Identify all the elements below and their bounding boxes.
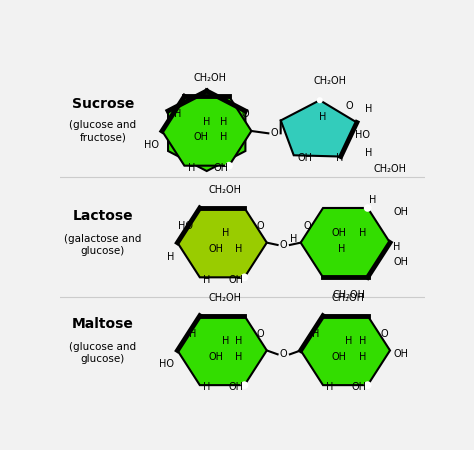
Polygon shape: [168, 91, 246, 171]
Text: H: H: [236, 336, 243, 346]
Text: H: H: [346, 336, 353, 346]
Text: H: H: [203, 117, 210, 127]
Polygon shape: [281, 100, 357, 157]
Polygon shape: [301, 316, 390, 385]
Text: O: O: [346, 101, 353, 111]
Text: O: O: [380, 328, 388, 338]
Text: H: H: [167, 252, 174, 261]
Text: O: O: [241, 109, 249, 119]
Text: O: O: [303, 220, 310, 231]
Text: Maltose: Maltose: [72, 316, 134, 330]
Text: CH₂OH: CH₂OH: [374, 165, 407, 175]
Circle shape: [225, 162, 233, 170]
Text: OH: OH: [393, 349, 408, 359]
Text: HO: HO: [159, 359, 174, 369]
Text: (glucose and
fructose): (glucose and fructose): [69, 120, 137, 142]
Circle shape: [241, 274, 248, 281]
Circle shape: [364, 381, 372, 389]
Text: H: H: [326, 382, 334, 392]
Text: H: H: [220, 117, 228, 127]
Text: OH: OH: [209, 351, 223, 362]
Text: CH₂OH: CH₂OH: [333, 290, 365, 301]
Text: H: H: [359, 336, 366, 346]
Text: H: H: [220, 132, 228, 142]
Text: H: H: [236, 244, 243, 254]
Text: HO: HO: [356, 130, 370, 140]
Text: OH: OH: [393, 207, 408, 217]
Text: H: H: [369, 195, 376, 205]
Text: H: H: [365, 104, 372, 114]
Polygon shape: [162, 96, 251, 166]
Text: OH: OH: [228, 382, 244, 392]
Text: O: O: [257, 220, 264, 231]
Text: H: H: [359, 229, 366, 238]
Text: OH: OH: [228, 274, 244, 284]
Text: OH: OH: [332, 229, 346, 238]
Text: H: H: [290, 234, 298, 244]
Text: H: H: [174, 109, 181, 119]
Text: OH: OH: [352, 382, 367, 392]
Text: (galactose and
glucose): (galactose and glucose): [64, 234, 141, 256]
Text: OH: OH: [297, 153, 312, 163]
Circle shape: [364, 204, 372, 212]
Text: H: H: [188, 163, 195, 173]
Text: HO: HO: [144, 140, 159, 150]
Text: OH: OH: [332, 351, 346, 362]
Text: H: H: [338, 244, 345, 254]
Text: OH: OH: [213, 163, 228, 173]
Text: CH₂OH: CH₂OH: [313, 76, 346, 86]
Polygon shape: [177, 208, 267, 277]
Text: H: H: [336, 153, 344, 163]
Text: Lactose: Lactose: [73, 209, 133, 223]
Text: H: H: [222, 229, 230, 238]
Text: O: O: [271, 128, 278, 138]
Text: H: H: [359, 351, 366, 362]
Text: HO: HO: [178, 220, 193, 231]
Text: CH₂OH: CH₂OH: [209, 185, 242, 195]
Polygon shape: [301, 208, 390, 277]
Text: H: H: [189, 328, 197, 338]
Text: CH₂OH: CH₂OH: [209, 292, 242, 303]
Text: (glucose and
glucose): (glucose and glucose): [69, 342, 137, 364]
Text: O: O: [280, 240, 288, 250]
Text: H: H: [319, 112, 326, 122]
Text: H: H: [312, 328, 320, 338]
Text: O: O: [280, 349, 288, 359]
Text: H: H: [222, 336, 230, 346]
Polygon shape: [177, 316, 267, 385]
Text: OH: OH: [209, 244, 223, 254]
Text: Sucrose: Sucrose: [72, 97, 134, 111]
Text: O: O: [257, 328, 264, 338]
Text: H: H: [393, 242, 401, 252]
Text: H: H: [236, 351, 243, 362]
Text: H: H: [203, 274, 210, 284]
Text: OH: OH: [193, 132, 208, 142]
Text: CH₂OH: CH₂OH: [193, 73, 226, 83]
Text: OH: OH: [393, 257, 408, 267]
Circle shape: [241, 381, 248, 389]
Text: H: H: [203, 382, 210, 392]
Circle shape: [317, 97, 323, 104]
Text: H: H: [365, 148, 372, 157]
Text: CH₂OH: CH₂OH: [332, 292, 365, 303]
